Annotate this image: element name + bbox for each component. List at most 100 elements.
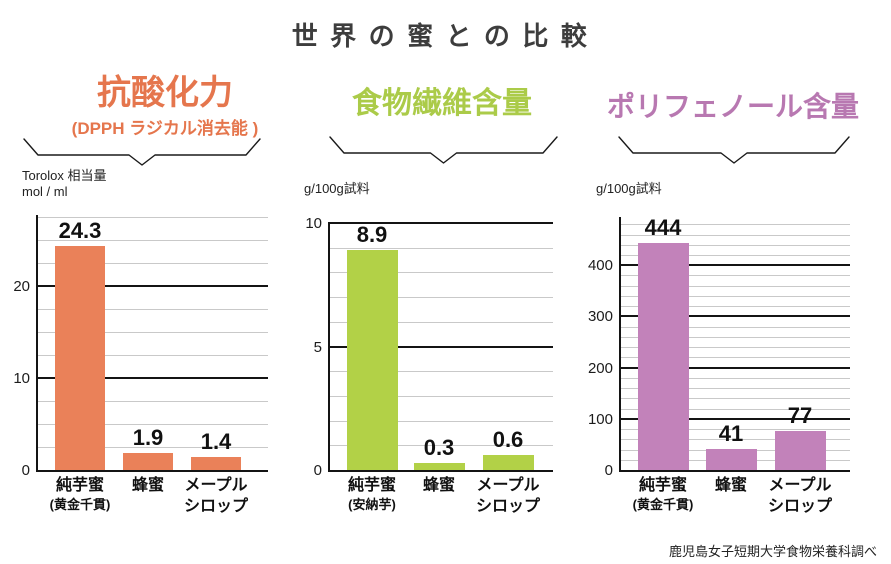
gridline-minor <box>619 255 850 256</box>
gridline-minor <box>619 347 850 349</box>
y-tick-label: 100 <box>587 410 613 428</box>
gridline-minor <box>619 398 850 400</box>
gridline-minor <box>328 371 553 373</box>
bar <box>482 455 534 470</box>
gridline-minor <box>328 272 553 274</box>
bar <box>55 246 105 470</box>
gridline-minor <box>619 377 850 379</box>
gridline-major <box>36 377 268 379</box>
gridline-minor <box>328 247 553 249</box>
curly-brace-icon <box>329 136 558 171</box>
chart-title: 食物繊維含量 <box>352 87 532 120</box>
curly-brace-icon <box>618 136 850 171</box>
gridline-minor <box>328 445 553 447</box>
bar-value-label: 0.6 <box>492 427 524 453</box>
category-label: メープル シロップ <box>453 476 563 518</box>
gridline-minor <box>619 408 850 410</box>
source-caption: 鹿児島女子短期大学食物栄養科調べ <box>668 544 877 559</box>
bar-value-label: 77 <box>787 402 813 428</box>
gridline-major <box>619 417 850 420</box>
gridline-major <box>619 366 850 369</box>
gridline-minor <box>619 439 850 441</box>
bar-value-label: 41 <box>718 421 744 446</box>
gridline-minor <box>619 326 850 328</box>
category-label: 蜂蜜 <box>93 476 203 497</box>
category-label-line: 純芋蜜 <box>638 477 687 494</box>
gridline-minor <box>619 336 850 338</box>
category-label-line: シロップ <box>767 497 832 515</box>
gridline-minor <box>619 357 850 359</box>
bar <box>123 452 173 470</box>
axis-unit-label: g/100g試料 <box>596 181 662 196</box>
category-label-line: シロップ <box>183 497 248 515</box>
y-tick-label: 10 <box>305 215 322 232</box>
y-axis-line <box>328 222 330 472</box>
category-label-line: 純芋蜜 <box>347 477 396 494</box>
gridline-major <box>619 315 850 318</box>
gridline-minor <box>619 224 850 226</box>
axis-unit-label: Torolox 相当量 mol / ml <box>22 168 107 200</box>
category-label-line: 蜂蜜 <box>131 477 164 494</box>
bar <box>637 242 689 470</box>
gridline-minor <box>36 401 268 402</box>
y-axis-line <box>619 217 621 472</box>
gridline-minor <box>328 297 553 299</box>
bar <box>774 430 826 470</box>
category-label: メープル シロップ <box>745 476 855 518</box>
category-label-line: メープル <box>476 477 540 494</box>
chart-title: ポリフェノール含量 <box>606 91 859 122</box>
category-label-line: メープル <box>184 477 248 494</box>
category-label: メープル シロップ <box>161 476 271 518</box>
category-label: 純芋蜜 (黄金千貫) <box>608 476 718 514</box>
bar <box>191 457 241 470</box>
y-tick-label: 20 <box>13 278 30 295</box>
y-tick-label: 0 <box>313 462 322 479</box>
category-label-line: シロップ <box>475 497 540 515</box>
y-tick-label: 200 <box>587 359 613 377</box>
chart-title: 抗酸化力 <box>97 74 233 112</box>
category-label-line: 純芋蜜 <box>55 477 104 494</box>
x-axis-line <box>328 470 553 472</box>
category-label: 純芋蜜 (安納芋) <box>317 476 427 514</box>
gridline-minor <box>36 447 268 448</box>
axis-unit-label: g/100g試料 <box>304 181 370 196</box>
category-label: 純芋蜜 (黄金千貫) <box>25 476 135 514</box>
gridline-minor <box>36 355 268 356</box>
y-tick-label: 5 <box>313 338 322 356</box>
gridline-minor <box>619 429 850 430</box>
bar <box>705 449 757 470</box>
y-axis-line <box>36 215 38 472</box>
gridline-minor <box>619 388 850 390</box>
gridline-minor <box>36 332 268 333</box>
gridline-minor <box>619 306 850 308</box>
y-tick-label: 0 <box>21 462 30 479</box>
page-title: 世界の蜜との比較 <box>291 21 600 51</box>
gridline-major <box>328 345 553 348</box>
category-label-line: 蜂蜜 <box>422 477 455 494</box>
bar-value-label: 1.9 <box>132 424 164 450</box>
bar <box>346 250 398 470</box>
category-label-line: 蜂蜜 <box>714 477 747 494</box>
y-tick-label: 300 <box>587 308 613 326</box>
gridline-minor <box>619 244 850 246</box>
curly-brace-icon <box>23 138 261 173</box>
gridline-minor <box>619 275 850 277</box>
gridline-minor <box>328 395 553 397</box>
chart-subtitle: (DPPH ラジカル消去能 ) <box>71 119 259 138</box>
gridline-minor <box>328 420 553 422</box>
bar-value-label: 0.3 <box>423 434 455 460</box>
category-label-line: (安納芋) <box>348 496 396 512</box>
gridline-minor <box>619 234 850 236</box>
category-label-line: (黄金千貫) <box>49 496 111 512</box>
gridline-minor <box>36 263 268 264</box>
y-tick-label: 10 <box>13 370 30 387</box>
category-label-line: (黄金千貫) <box>632 496 694 512</box>
gridline-minor <box>36 424 268 425</box>
bar-value-label: 24.3 <box>58 218 102 244</box>
gridline-minor <box>36 217 268 218</box>
y-tick-label: 0 <box>604 462 613 479</box>
gridline-major <box>36 285 268 287</box>
category-label: 蜂蜜 <box>384 476 494 497</box>
gridline-minor <box>619 285 850 287</box>
